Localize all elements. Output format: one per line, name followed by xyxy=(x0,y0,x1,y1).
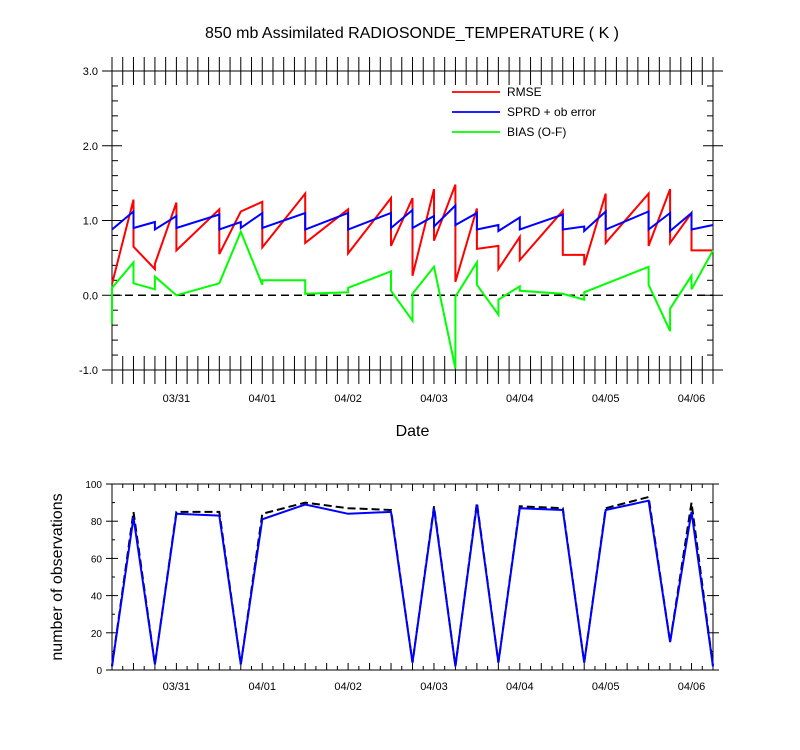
series-rmse-line xyxy=(111,184,713,285)
y-axis-label: number of observations xyxy=(49,493,66,660)
series-bias-o-f-line xyxy=(111,229,714,369)
series-sprd-ob-error-line xyxy=(111,203,714,234)
y-tick-label: 100 xyxy=(85,480,102,491)
x-tick-label: 04/05 xyxy=(592,681,620,693)
x-tick-label: 04/02 xyxy=(334,393,362,405)
legend-label: RMSE xyxy=(507,85,542,99)
series-dashed-line xyxy=(111,495,714,667)
y-tick-label: 80 xyxy=(91,517,103,528)
chart-title: 850 mb Assimilated RADIOSONDE_TEMPERATUR… xyxy=(205,25,619,42)
x-tick-label: 04/01 xyxy=(248,393,276,405)
plot-frame xyxy=(111,483,714,671)
x-tick-label: 04/06 xyxy=(678,681,706,693)
x-tick-label: 04/02 xyxy=(334,681,362,693)
y-tick-label: 60 xyxy=(91,554,103,565)
x-tick-label: 03/31 xyxy=(163,681,191,693)
x-tick-label: 04/04 xyxy=(506,681,534,693)
x-axis-label: Date xyxy=(396,423,430,440)
y-tick-label: 0.0 xyxy=(83,290,98,302)
y-tick-label: 2.0 xyxy=(83,141,98,153)
y-tick-label: -1.0 xyxy=(79,365,98,377)
y-tick-label: 0 xyxy=(96,666,102,677)
legend-label: SPRD + ob error xyxy=(507,105,596,119)
y-tick-label: 20 xyxy=(91,629,103,640)
x-tick-label: 04/03 xyxy=(420,393,448,405)
top-chart: -1.0 0.0 1.0 2.0 3.0 03/31 04/01 04/02 04/03 04/0… xyxy=(79,57,723,440)
x-tick-label: 04/04 xyxy=(506,393,534,405)
y-tick-label: 40 xyxy=(91,592,103,603)
bottom-chart: 0 20 40 60 80 100 03/31 04/01 04/02 04/03 04/04 04/… xyxy=(49,480,719,693)
legend-label: BIAS (O-F) xyxy=(507,125,566,139)
y-tick-label: 1.0 xyxy=(83,216,98,228)
x-tick-label: 03/31 xyxy=(163,393,191,405)
x-tick-label: 04/01 xyxy=(248,681,276,693)
x-tick-label: 04/05 xyxy=(592,393,620,405)
series-solid-line xyxy=(111,499,714,667)
x-tick-label: 04/06 xyxy=(678,393,706,405)
y-tick-label: 3.0 xyxy=(83,66,98,78)
x-tick-label: 04/03 xyxy=(420,681,448,693)
